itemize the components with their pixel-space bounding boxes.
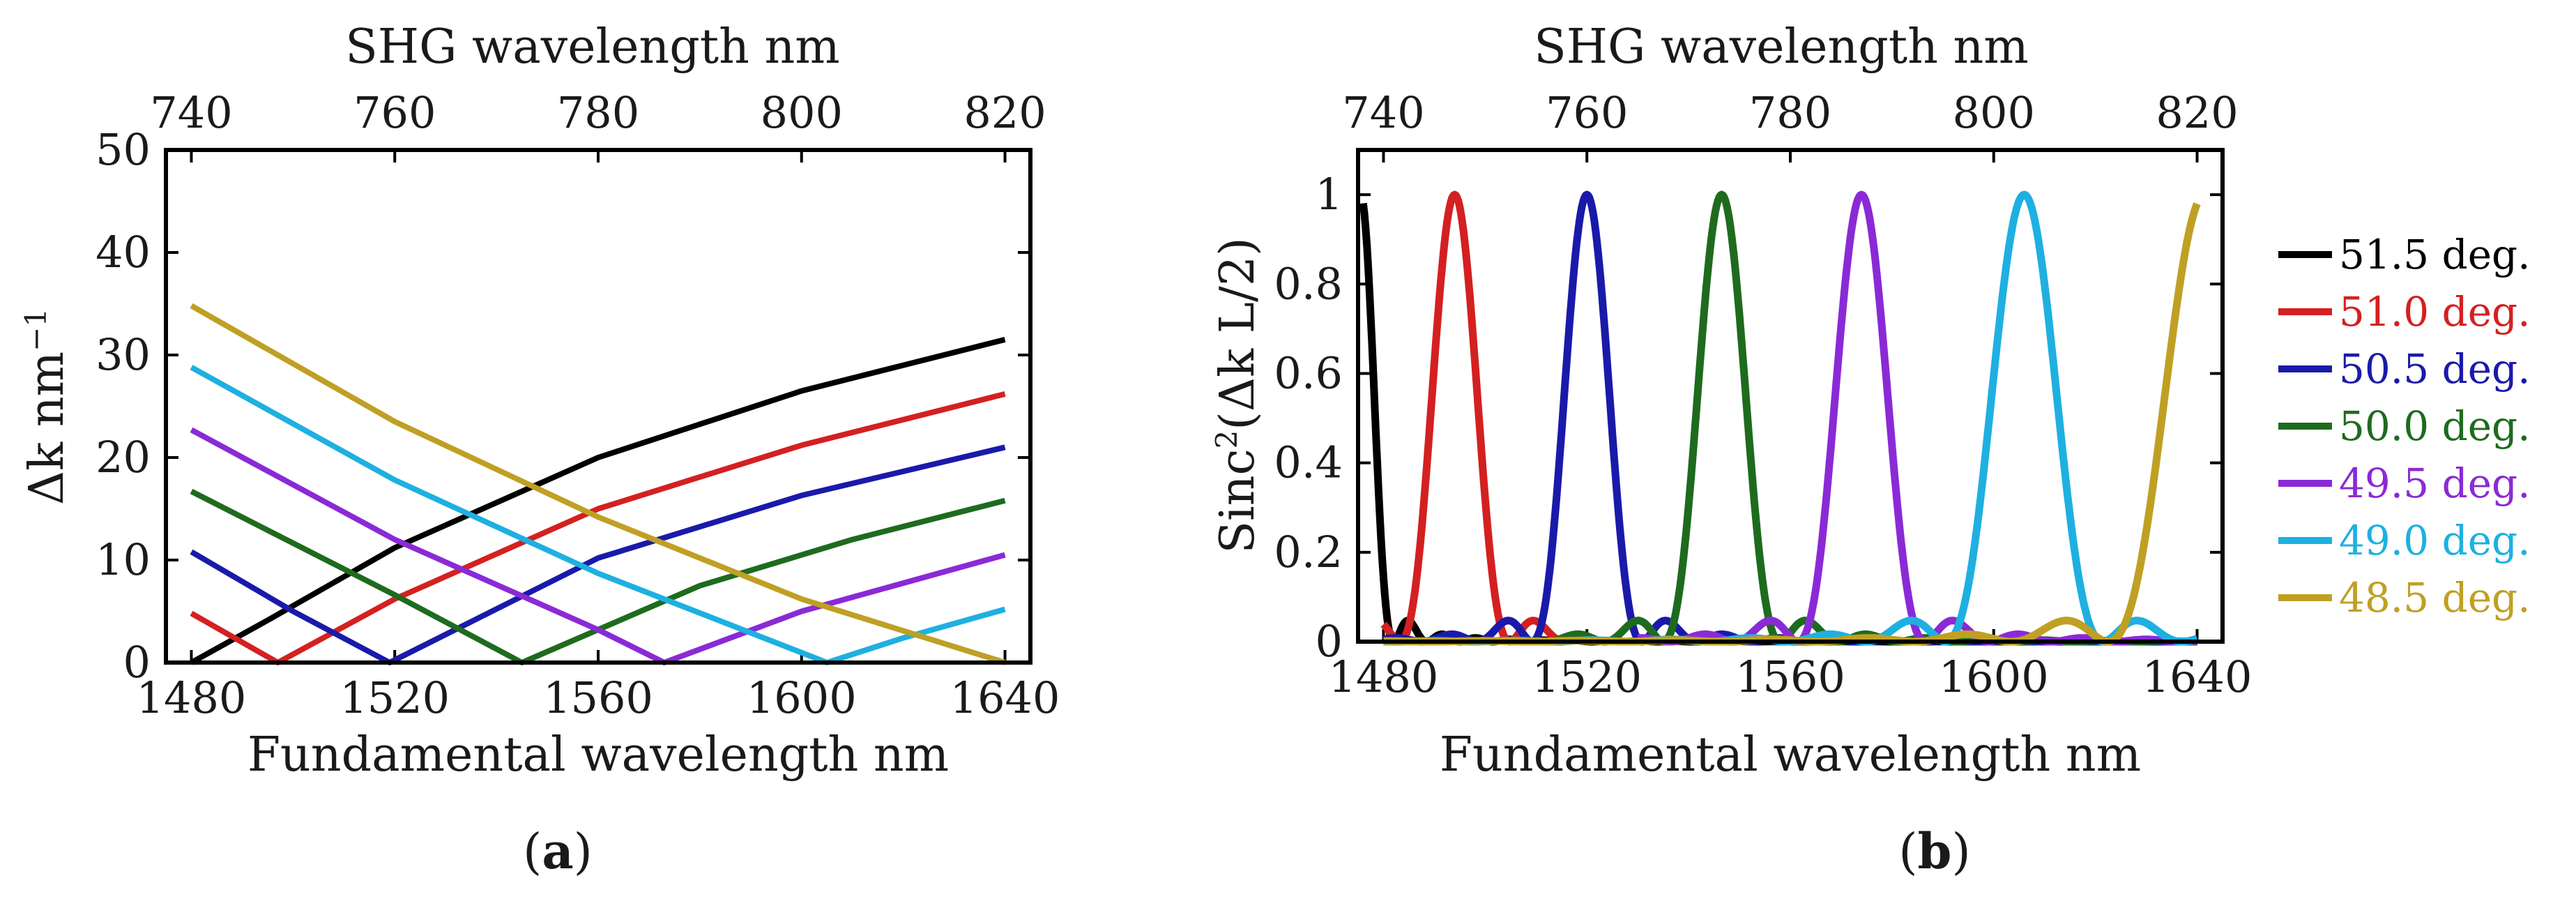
legend-label: 50.5 deg. <box>2339 345 2531 393</box>
panel-a-y-tick-labels: 0 10 20 30 40 50 <box>96 124 151 688</box>
y-tick-label: 50 <box>96 124 151 175</box>
panel-a-top-axis-title: SHG wavelength nm <box>345 20 840 75</box>
panel-b-x-axis-title: Fundamental wavelength nm <box>1440 727 2141 783</box>
legend-label: 51.0 deg. <box>2339 288 2531 335</box>
x-tick-label: 1480 <box>137 672 247 723</box>
panel-b-y-axis-title-post: (Δk L/2) <box>1210 237 1265 430</box>
x-tick-label: 1520 <box>1532 651 1642 702</box>
y-tick-label: 1 <box>1316 169 1343 220</box>
y-tick-label: 40 <box>96 227 151 278</box>
panel-a-label-close: ) <box>574 823 593 880</box>
y-tick-label: 0 <box>1316 616 1343 667</box>
series-line-50-0-deg <box>190 488 1006 665</box>
panel-a: SHG wavelength nm 740 760 780 800 820 0 10 20 3… <box>19 20 1060 880</box>
y-tick-label: 0.8 <box>1274 258 1343 309</box>
panel-b-label-open: ( <box>1898 823 1917 880</box>
panel-a-bottom-tick-labels: 1480 1520 1560 1600 1640 <box>137 672 1060 723</box>
legend-label: 50.0 deg. <box>2339 402 2531 450</box>
panel-b-series <box>1359 190 2201 646</box>
x-tick-label: 1560 <box>543 672 653 723</box>
panel-b-label-close: ) <box>1951 823 1970 880</box>
y-tick-label: 0.6 <box>1274 347 1343 398</box>
x-tick-label: 1560 <box>1735 651 1845 702</box>
series-line-49-0-deg <box>1380 190 2200 646</box>
panel-b-label-letter: b <box>1918 822 1952 880</box>
x2-tick-label: 740 <box>1342 87 1424 138</box>
legend-label: 49.5 deg. <box>2339 460 2531 507</box>
x-tick-label: 1600 <box>747 672 857 723</box>
x2-tick-label: 800 <box>1953 87 2035 138</box>
series-line-49-5-deg <box>1635 190 2200 646</box>
panel-b-y-axis-title-pre: Sinc <box>1210 448 1265 553</box>
legend-label: 51.5 deg. <box>2339 231 2531 278</box>
series-line-50-0-deg <box>1533 190 2200 646</box>
x2-tick-label: 760 <box>1546 87 1628 138</box>
series-line-51-0-deg <box>190 391 1006 665</box>
panel-a-series <box>190 303 1006 665</box>
x2-tick-label: 760 <box>353 87 436 138</box>
panel-b-tick-marks <box>1358 150 2223 643</box>
panel-a-plot-frame <box>164 148 1032 665</box>
panel-a-label-open: ( <box>523 823 542 880</box>
panel-a-label: (a) <box>523 822 593 880</box>
legend-label: 48.5 deg. <box>2339 574 2531 621</box>
panel-a-label-letter: a <box>542 822 573 880</box>
legend-label: 49.0 deg. <box>2339 517 2531 564</box>
x2-tick-label: 740 <box>150 87 232 138</box>
x2-tick-label: 780 <box>1749 87 1831 138</box>
y-tick-label: 20 <box>96 432 151 483</box>
y-tick-label: 0 <box>123 637 151 688</box>
panel-b-label: (b) <box>1898 822 1971 880</box>
panel-a-y-axis-title: Δk nm−1 <box>19 308 75 505</box>
panel-b-top-axis-title: SHG wavelength nm <box>1534 20 2029 75</box>
x2-tick-label: 820 <box>963 87 1046 138</box>
x-tick-label: 1520 <box>340 672 450 723</box>
series-line-51-5-deg <box>190 337 1006 665</box>
x2-tick-label: 800 <box>761 87 843 138</box>
y-tick-label: 0.4 <box>1274 437 1343 488</box>
x-tick-label: 1480 <box>1329 651 1439 702</box>
panel-b-y-axis-title-sup: 2 <box>1210 430 1244 449</box>
series-line-51-0-deg <box>1380 190 1564 646</box>
x-tick-label: 1640 <box>2142 651 2253 702</box>
series-line-48-5-deg <box>190 303 1006 665</box>
panel-b-y-tick-labels: 0 0.2 0.4 0.6 0.8 1 <box>1274 169 1343 667</box>
x-tick-label: 1600 <box>1939 651 2049 702</box>
panel-a-y-axis-title-sup: −1 <box>19 308 53 352</box>
panel-b-bottom-tick-labels: 1480 1520 1560 1600 1640 <box>1329 651 2253 702</box>
panel-a-y-axis-title-main: Δk nm <box>20 352 75 505</box>
panel-b: SHG wavelength nm 740 760 780 800 820 0 0.2 0.… <box>1210 20 2531 880</box>
panel-a-top-tick-labels: 740 760 780 800 820 <box>150 87 1046 138</box>
x2-tick-label: 780 <box>557 87 639 138</box>
y-tick-label: 0.2 <box>1274 527 1343 577</box>
series-line-51-5-deg <box>1359 202 2200 646</box>
panel-b-legend: 51.5 deg. 51.0 deg. 50.5 deg. 50.0 deg. 49.5… <box>2278 231 2531 621</box>
panel-b-top-tick-labels: 740 760 780 800 820 <box>1342 87 2238 138</box>
series-line-49-5-deg <box>190 427 1006 665</box>
y-tick-label: 10 <box>96 534 151 585</box>
panel-a-x-axis-title: Fundamental wavelength nm <box>247 727 949 783</box>
series-line-50-5-deg <box>190 444 1006 665</box>
x-tick-label: 1640 <box>950 672 1060 723</box>
x2-tick-label: 820 <box>2156 87 2238 138</box>
panel-b-plot-frame <box>1356 148 2225 644</box>
y-tick-label: 30 <box>96 329 151 380</box>
panel-b-y-axis-title: Sinc2(Δk L/2) <box>1210 237 1266 553</box>
